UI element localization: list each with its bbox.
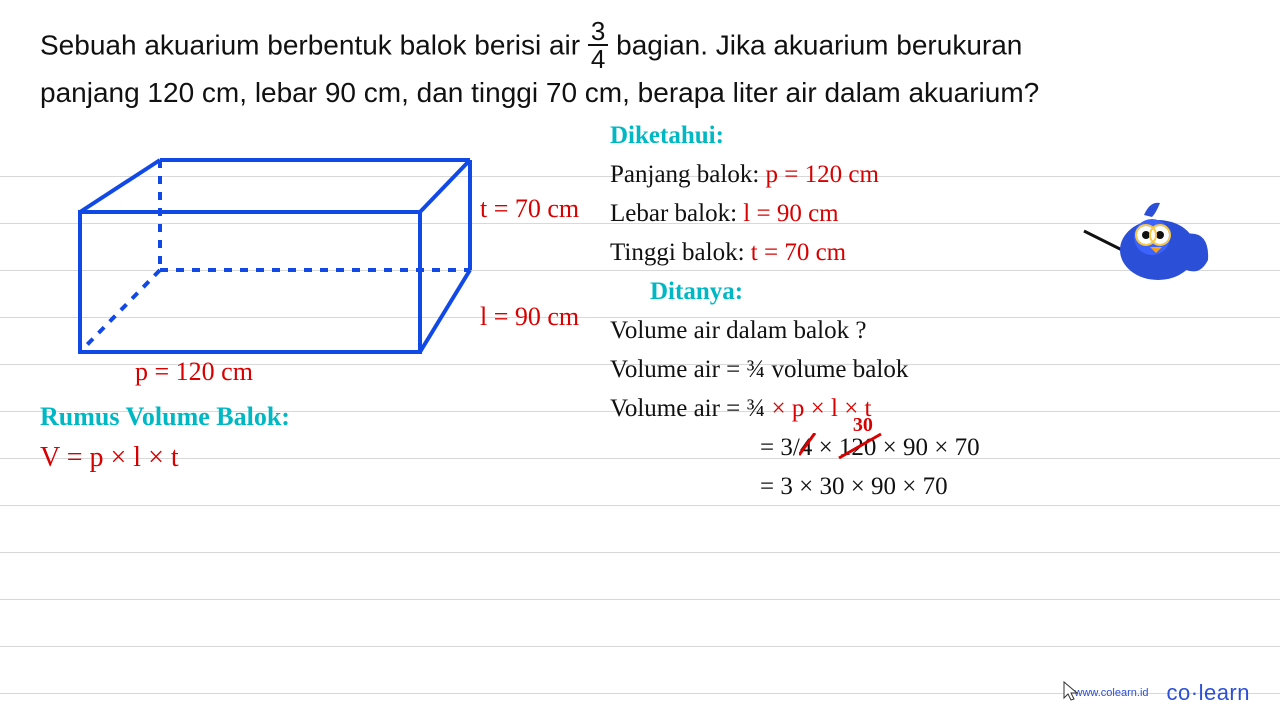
step1-equals: = — [760, 434, 780, 461]
label-length: p = 120 cm — [135, 357, 253, 387]
fraction-3-4: 3 4 — [588, 18, 608, 72]
pointer-stick — [1084, 231, 1124, 251]
mascot-bird-icon — [1080, 195, 1210, 295]
step1-120: 120 — [839, 434, 877, 461]
main-columns: t = 70 cm l = 90 cm p = 120 cm Rumus Vol… — [40, 122, 1240, 512]
footer: www.colearn.id co·learn — [1075, 680, 1250, 706]
label-width: l = 90 cm — [480, 302, 579, 332]
lebar-value: l = 90 cm — [743, 200, 838, 227]
panjang-label: Panjang balok: — [610, 161, 766, 188]
step1-three: 3 — [780, 434, 793, 461]
row-panjang: Panjang balok: p = 120 cm — [610, 161, 1240, 189]
step1-120-struck: 120 30 — [839, 434, 877, 462]
question-text: Sebuah akuarium berbentuk balok berisi a… — [40, 20, 1240, 112]
question-line2: panjang 120 cm, lebar 90 cm, dan tinggi … — [40, 77, 1039, 108]
calc-step2: = 3 × 30 × 90 × 70 — [610, 473, 1240, 501]
step1-four: 4 — [800, 434, 813, 461]
footer-logo: co·learn — [1167, 680, 1250, 706]
heading-diketahui: Diketahui: — [610, 122, 1240, 150]
formula-expression: V = p × l × t — [40, 442, 600, 474]
right-column: Diketahui: Panjang balok: p = 120 cm Leb… — [600, 122, 1240, 512]
lebar-label: Lebar balok: — [610, 200, 743, 227]
question-line1-post: bagian. Jika akuarium berukuran — [616, 29, 1022, 60]
step1-rest: × 90 × 70 — [883, 434, 980, 461]
cursor-icon — [1062, 680, 1080, 702]
edge-depth-tr — [420, 160, 470, 212]
front-face — [80, 212, 420, 352]
volume-eq1: Volume air = ¾ volume balok — [610, 356, 1240, 384]
edge-depth-br — [420, 270, 470, 352]
step1-four-struck: 4 — [800, 434, 813, 462]
tinggi-label: Tinggi balok: — [610, 239, 751, 266]
cuboid-diagram: t = 70 cm l = 90 cm p = 120 cm — [40, 122, 600, 372]
panjang-value: p = 120 cm — [766, 161, 879, 188]
step1-30: 30 — [853, 414, 873, 437]
calc-step1: = 3/4 × 120 30 × 90 × 70 — [610, 434, 1240, 462]
footer-url: www.colearn.id — [1075, 687, 1149, 699]
question-line1-pre: Sebuah akuarium berbentuk balok berisi a… — [40, 29, 588, 60]
fraction-denominator: 4 — [588, 46, 608, 72]
tinggi-value: t = 70 cm — [751, 239, 846, 266]
vol-eq2-lhs: Volume air = ¾ — [610, 395, 772, 422]
formula-title: Rumus Volume Balok: — [40, 402, 600, 432]
edge-depth-tl — [80, 160, 160, 212]
label-height: t = 70 cm — [480, 194, 579, 224]
step1-slash: / — [793, 434, 800, 461]
cuboid-svg — [40, 122, 600, 372]
step1-times: × — [819, 434, 839, 461]
left-column: t = 70 cm l = 90 cm p = 120 cm Rumus Vol… — [40, 122, 600, 512]
fraction-numerator: 3 — [588, 18, 608, 46]
volume-question: Volume air dalam balok ? — [610, 317, 1240, 345]
volume-eq2: Volume air = ¾ × p × l × t — [610, 395, 1240, 423]
edge-depth-bl — [80, 270, 160, 352]
